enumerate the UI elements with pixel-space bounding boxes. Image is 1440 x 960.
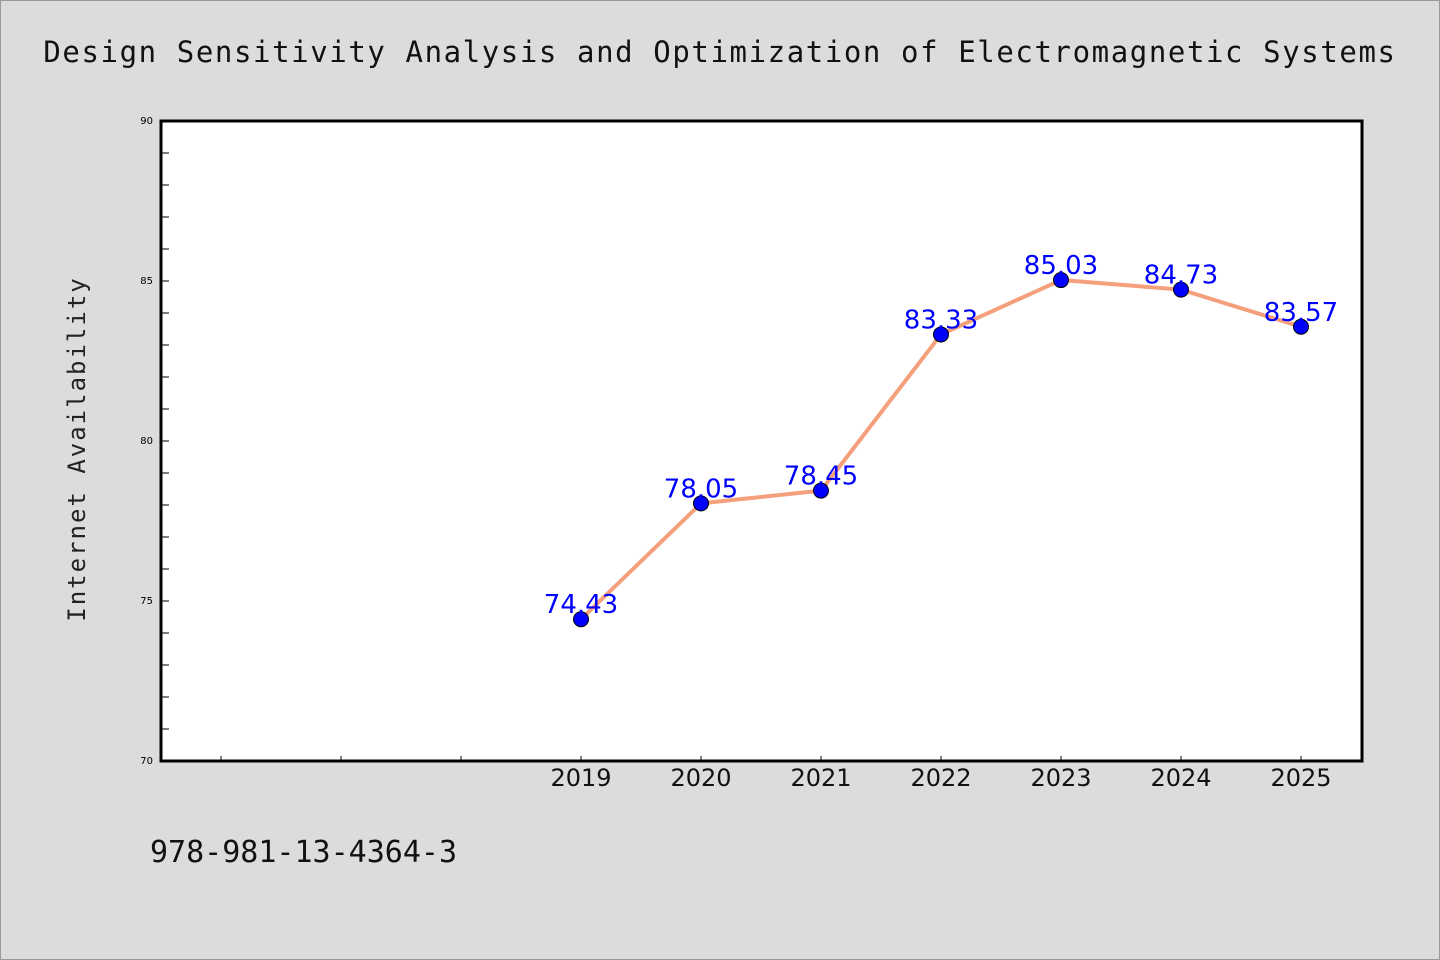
x-tick-label: 2020 <box>670 764 731 792</box>
data-point <box>693 495 709 512</box>
y-tick-label: 85 <box>140 276 153 287</box>
x-axis-ticks: 2019 2020 2021 2022 2023 2024 2025 <box>220 756 1332 792</box>
x-tick-label: 2023 <box>1030 764 1091 792</box>
y-tick-label: 70 <box>140 756 153 767</box>
data-point <box>1173 281 1189 298</box>
x-tick-label: 2022 <box>910 764 971 792</box>
data-point <box>573 611 589 628</box>
series-layer: 74.43 78.05 78.45 83.33 85.03 84.73 83.57 <box>544 251 1338 628</box>
data-label: 84.73 <box>1144 261 1218 291</box>
data-label: 78.45 <box>784 462 858 492</box>
y-tick-label: 90 <box>140 116 153 127</box>
data-point <box>933 326 949 343</box>
data-label: 83.57 <box>1264 298 1338 328</box>
data-point <box>1053 272 1069 289</box>
y-tick-label: 75 <box>140 596 153 607</box>
x-tick-label: 2019 <box>550 764 611 792</box>
data-point <box>1293 318 1309 335</box>
data-label: 74.43 <box>544 590 618 620</box>
x-tick-label: 2024 <box>1150 764 1211 792</box>
y-axis-ticks: 70 75 80 85 90 <box>140 116 169 767</box>
data-label: 83.33 <box>904 305 978 335</box>
x-tick-label: 2025 <box>1270 764 1331 792</box>
chart-title: Design Sensitivity Analysis and Optimiza… <box>43 35 1397 69</box>
data-point <box>813 482 829 499</box>
y-tick-label: 80 <box>140 436 153 447</box>
plot-area <box>159 119 1364 763</box>
data-label: 78.05 <box>664 474 738 504</box>
data-label: 85.03 <box>1024 251 1098 281</box>
isbn-text: 978-981-13-4364-3 <box>150 835 458 870</box>
x-tick-label: 2021 <box>790 764 851 792</box>
